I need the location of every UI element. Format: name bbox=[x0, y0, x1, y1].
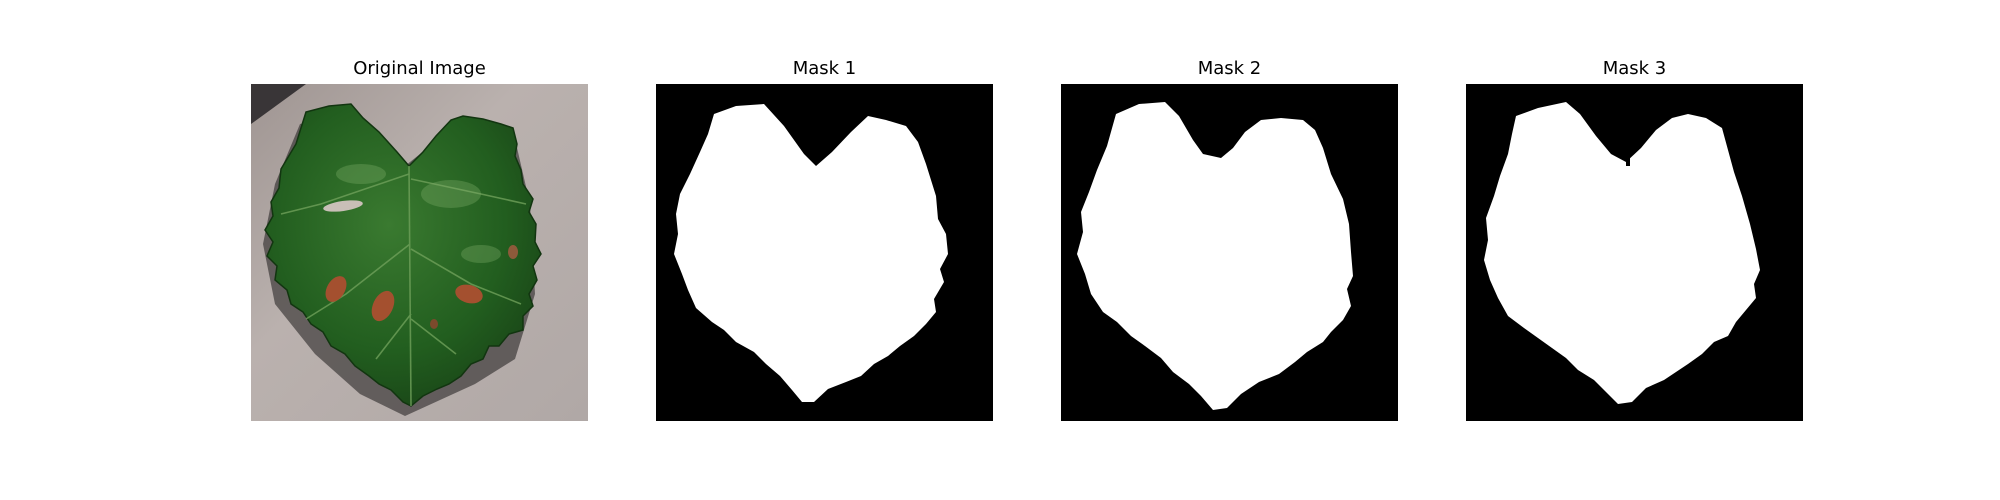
mask-foreground bbox=[1484, 102, 1760, 404]
mask-gap bbox=[1626, 158, 1630, 166]
mask-3 bbox=[1466, 84, 1803, 421]
mask-foreground bbox=[1077, 102, 1353, 410]
mask-1 bbox=[656, 84, 993, 421]
leaf-veins bbox=[280, 165, 527, 407]
mask-1-image bbox=[656, 84, 993, 421]
panel-title-original: Original Image bbox=[353, 58, 486, 79]
leaf bbox=[264, 103, 542, 407]
original-image bbox=[251, 84, 588, 421]
mask-2-image bbox=[1061, 84, 1398, 421]
lesions bbox=[325, 245, 518, 329]
leaf-hole bbox=[323, 200, 363, 212]
panel-title-mask-3: Mask 3 bbox=[1602, 58, 1667, 79]
corner-shadow bbox=[251, 84, 306, 124]
mask-foreground bbox=[674, 104, 948, 402]
leaf-photo bbox=[251, 84, 588, 421]
mask-2 bbox=[1061, 84, 1398, 421]
panel-title-mask-1: Mask 1 bbox=[792, 58, 857, 79]
leaf-highlights bbox=[336, 164, 501, 263]
panel-title-mask-2: Mask 2 bbox=[1197, 58, 1262, 79]
mask-3-image bbox=[1466, 84, 1803, 421]
